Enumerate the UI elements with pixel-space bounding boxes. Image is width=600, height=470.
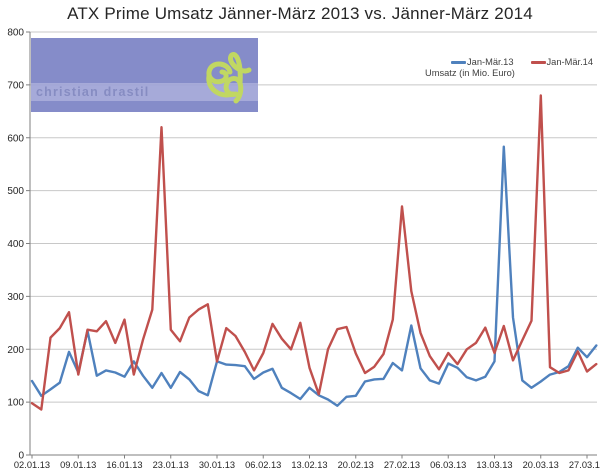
x-tick-label-02.01.13: 02.01.13 — [14, 460, 50, 470]
x-tick-label-27.02.13: 27.02.13 — [384, 460, 420, 470]
watermark-box-top — [31, 38, 258, 83]
legend-label-jan-mar-13: Jan-Mär.13 — [467, 57, 514, 67]
watermark: christian drastil — [31, 38, 258, 112]
y-tick-label-400: 400 — [7, 239, 24, 250]
y-tick-label-300: 300 — [7, 292, 24, 303]
legend-swatch-jan-mar-14 — [530, 60, 546, 64]
watermark-text: christian drastil — [36, 85, 150, 99]
x-tick-label-30.01.13: 30.01.13 — [199, 460, 235, 470]
x-tick-label-13.02.13: 13.02.13 — [291, 460, 327, 470]
y-tick-label-500: 500 — [7, 186, 24, 197]
legend-swatch-jan-mar-13 — [451, 60, 466, 64]
watermark-band: christian drastil — [31, 83, 258, 101]
series-line-Jan-Mär.13 — [30, 145, 598, 407]
x-tick-label-13.03.13: 13.03.13 — [476, 460, 512, 470]
y-tick-label-0: 0 — [18, 451, 24, 462]
chart-title: ATX Prime Umsatz Jänner-März 2013 vs. Jä… — [67, 4, 533, 23]
legend-subtitle: Umsatz (in Mio. Euro) — [425, 68, 515, 78]
legend-label-jan-mar-14: Jan-Mär.14 — [546, 57, 594, 67]
x-tick-label-09.01.13: 09.01.13 — [60, 460, 96, 470]
y-tick-label-700: 700 — [7, 80, 24, 91]
y-tick-label-100: 100 — [7, 398, 24, 409]
cd-logo-icon — [206, 52, 252, 104]
legend: Jan-Mär.13 Jan-Mär.14 — [451, 57, 593, 67]
x-tick-label-06.02.13: 06.02.13 — [245, 460, 281, 470]
x-tick-label-20.03.13: 20.03.13 — [523, 460, 559, 470]
x-tick-label-20.02.13: 20.02.13 — [338, 460, 374, 470]
y-tick-label-800: 800 — [7, 28, 24, 39]
watermark-box-bottom — [31, 101, 258, 112]
x-tick-label-23.01.13: 23.01.13 — [153, 460, 189, 470]
y-tick-label-200: 200 — [7, 345, 24, 356]
series-line-Jan-Mär.14 — [30, 94, 598, 411]
x-tick-label-27.03.13: 27.03.13 — [569, 460, 600, 470]
x-tick-label-16.01.13: 16.01.13 — [106, 460, 142, 470]
y-tick-label-600: 600 — [7, 133, 24, 144]
x-tick-label-06.03.13: 06.03.13 — [430, 460, 466, 470]
